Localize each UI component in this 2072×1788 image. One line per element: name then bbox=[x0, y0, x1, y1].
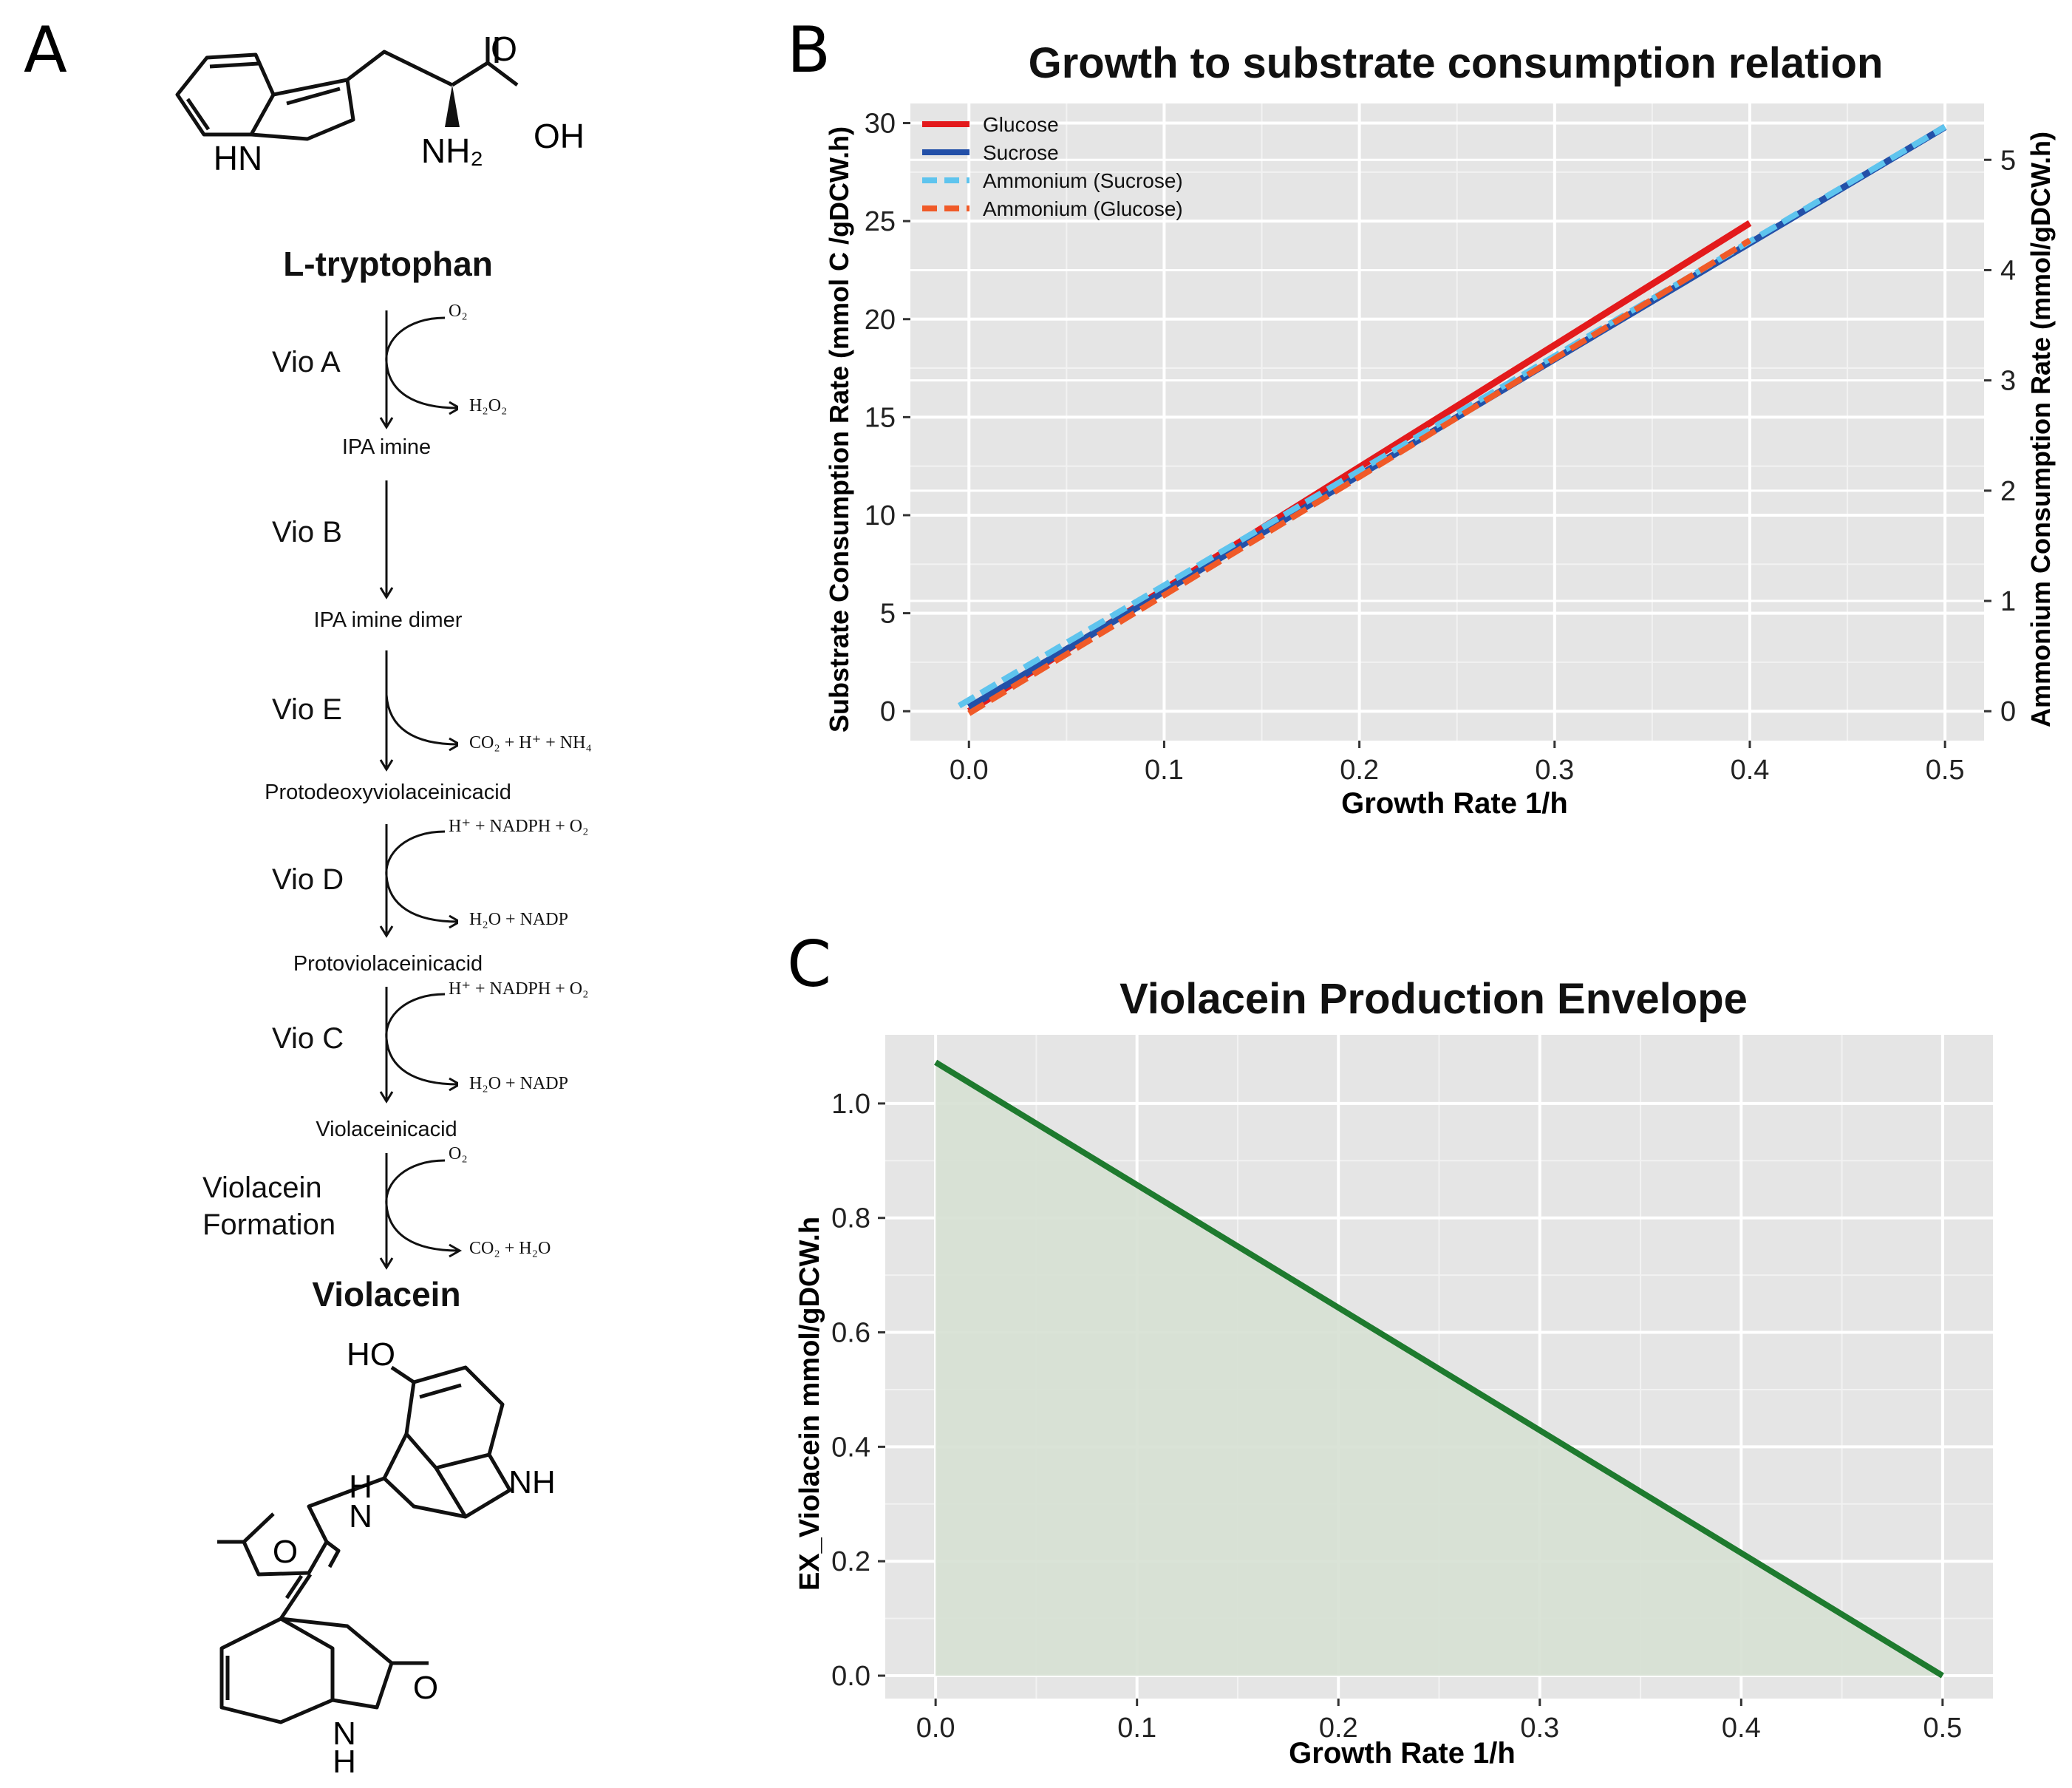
reaction-output: H₂O₂ bbox=[469, 396, 508, 415]
y2-axis-label: Ammonium Consumption Rate (mmol/gDCW.h) bbox=[2025, 132, 2056, 727]
y-tick-label: 0.8 bbox=[831, 1203, 870, 1234]
series-line-ammonium-sucrose- bbox=[958, 124, 1947, 709]
reaction-output: CO₂ + H⁺ + NH₄ bbox=[469, 733, 592, 752]
reaction-arrow-icon bbox=[379, 824, 458, 938]
x-axis-label: Growth Rate 1/h bbox=[1289, 1737, 1516, 1770]
violacein-label-o-left: O bbox=[273, 1534, 298, 1570]
reaction-arrow-icon bbox=[379, 480, 394, 599]
reaction-arrow-icon bbox=[379, 987, 458, 1104]
violacein-structure: HO NH H N O O N H bbox=[217, 1336, 556, 1774]
y-tick-label: 1.0 bbox=[831, 1089, 870, 1120]
x-tick-label: 0.4 bbox=[1731, 755, 1770, 786]
x-tick-label: 0.0 bbox=[916, 1713, 955, 1744]
x-tick-label: 0.3 bbox=[1535, 755, 1574, 786]
y-tick-label: 0.0 bbox=[831, 1661, 870, 1692]
series-line-sucrose bbox=[967, 123, 1947, 710]
enzyme-label: Violacein Formation bbox=[202, 1172, 336, 1241]
y-tick-label: 0.2 bbox=[831, 1546, 870, 1577]
legend-label: Ammonium (Sucrose) bbox=[983, 169, 1183, 192]
intermediate-violaceinicacid: Violaceinicacid bbox=[316, 1118, 457, 1141]
y-tick-label: 0.6 bbox=[831, 1318, 870, 1349]
pathway-step-vio-c: Vio C H⁺ + NADPH + O₂ H₂O + NADP bbox=[236, 979, 650, 1112]
y2-tick-label: 5 bbox=[2000, 145, 2016, 176]
x-tick-label: 0.1 bbox=[1117, 1713, 1156, 1744]
intermediate-protoviolaceinicacid: Protoviolaceinicacid bbox=[293, 952, 483, 976]
violacein-label-n-top: N bbox=[349, 1498, 372, 1534]
reaction-arrow-icon bbox=[379, 310, 458, 429]
y-tick-label: 10 bbox=[865, 500, 896, 531]
y2-tick-label: 3 bbox=[2000, 366, 2016, 397]
panel-c-label: C bbox=[787, 928, 832, 1002]
pathway-step-vio-d: Vio D H⁺ + NADPH + O₂ H₂O + NADP bbox=[236, 817, 650, 950]
panel-a-label: A bbox=[24, 13, 67, 87]
violacein-label-n-bottom: N bbox=[333, 1716, 356, 1752]
enzyme-label: Vio C bbox=[272, 1022, 344, 1055]
x-tick-label: 0.0 bbox=[950, 755, 989, 786]
x-tick-label: 0.5 bbox=[1926, 755, 1965, 786]
chart-b-title: Growth to substrate consumption relation bbox=[1028, 39, 1884, 87]
reaction-arrow-icon bbox=[379, 1153, 463, 1270]
reaction-output: H₂O + NADP bbox=[469, 910, 568, 929]
reaction-output: H₂O + NADP bbox=[469, 1074, 568, 1093]
series-line-ammonium-glucose- bbox=[967, 237, 1752, 716]
y-tick-label: 0.4 bbox=[831, 1432, 870, 1463]
tryptophan-label-hn: HN bbox=[214, 139, 262, 177]
y2-tick-label: 2 bbox=[2000, 476, 2016, 507]
y-tick-label: 0 bbox=[880, 696, 896, 727]
intermediate-protodeoxyviolaceinicacid: Protodeoxyviolaceinicacid bbox=[265, 781, 511, 804]
x-axis-label: Growth Rate 1/h bbox=[1341, 787, 1568, 820]
x-tick-label: 0.3 bbox=[1520, 1713, 1559, 1744]
x-tick-label: 0.4 bbox=[1722, 1713, 1761, 1744]
legend-label: Glucose bbox=[983, 113, 1059, 136]
enzyme-label: Vio D bbox=[272, 863, 344, 896]
pathway-step-vio-a: Vio A O₂ H₂O₂ bbox=[236, 302, 650, 436]
y-tick-label: 25 bbox=[865, 206, 896, 237]
reaction-input: O₂ bbox=[449, 1144, 468, 1163]
reaction-arrow-icon bbox=[379, 650, 458, 772]
y2-tick-label: 4 bbox=[2000, 255, 2016, 286]
y-tick-label: 20 bbox=[865, 305, 896, 336]
violacein-label-nh: NH bbox=[508, 1464, 556, 1500]
y2-tick-label: 1 bbox=[2000, 586, 2016, 617]
y-tick-label: 5 bbox=[880, 599, 896, 630]
violacein-label-o-right: O bbox=[413, 1670, 438, 1706]
legend-label: Ammonium (Glucose) bbox=[983, 197, 1183, 220]
y-axis-label: EX_Violacein mmol/gDCW.h bbox=[794, 1217, 825, 1591]
y-axis-label: Substrate Consumption Rate (mmol C /gDCW… bbox=[824, 126, 854, 732]
enzyme-label: Vio B bbox=[272, 516, 342, 548]
x-tick-label: 0.2 bbox=[1340, 755, 1379, 786]
pathway-step-vio-e: Vio E CO₂ + H⁺ + NH₄ bbox=[236, 650, 650, 776]
y-tick-label: 15 bbox=[865, 402, 896, 433]
end-compound-name: Violacein bbox=[312, 1275, 461, 1313]
reaction-input: O₂ bbox=[449, 302, 468, 321]
start-compound-name: L-tryptophan bbox=[283, 245, 493, 283]
tryptophan-label-o: O bbox=[491, 30, 517, 68]
pathway-step-violacein-formation: Violacein Formation O₂ CO₂ + H₂O bbox=[200, 1144, 613, 1279]
panel-b-label: B bbox=[787, 13, 831, 87]
y2-tick-label: 0 bbox=[2000, 696, 2016, 727]
reaction-input: H⁺ + NADPH + O₂ bbox=[449, 979, 589, 999]
x-tick-label: 0.1 bbox=[1145, 755, 1184, 786]
legend-label: Sucrose bbox=[983, 141, 1059, 164]
tryptophan-label-oh: OH bbox=[534, 117, 585, 155]
violacein-label-h-bottom: H bbox=[333, 1744, 356, 1774]
enzyme-label: Vio E bbox=[272, 693, 342, 726]
x-tick-label: 0.2 bbox=[1319, 1713, 1358, 1744]
violacein-label-h-top: H bbox=[349, 1469, 372, 1505]
intermediate-ipa-imine-dimer: IPA imine dimer bbox=[313, 608, 463, 632]
l-tryptophan-structure: O OH NH₂ HN bbox=[175, 30, 585, 177]
growth-substrate-chart: 0.0 0.1 0.2 0.3 0.4 0.5 0 5 10 15 20 25 30 0 1 2 3 4 5 Grow… bbox=[824, 103, 2056, 820]
chart-c-title: Violacein Production Envelope bbox=[1120, 975, 1748, 1023]
envelope-line bbox=[934, 1059, 1944, 1679]
x-tick-label: 0.5 bbox=[1923, 1713, 1962, 1744]
y-tick-label: 30 bbox=[865, 109, 896, 140]
reaction-output: CO₂ + H₂O bbox=[469, 1239, 551, 1258]
reaction-input: H⁺ + NADPH + O₂ bbox=[449, 817, 589, 836]
pathway-step-vio-b: Vio B bbox=[236, 480, 650, 606]
violacein-label-ho: HO bbox=[347, 1336, 395, 1373]
enzyme-label: Vio A bbox=[272, 346, 341, 378]
tryptophan-label-nh2: NH₂ bbox=[421, 132, 483, 170]
intermediate-ipa-imine: IPA imine bbox=[341, 435, 432, 459]
